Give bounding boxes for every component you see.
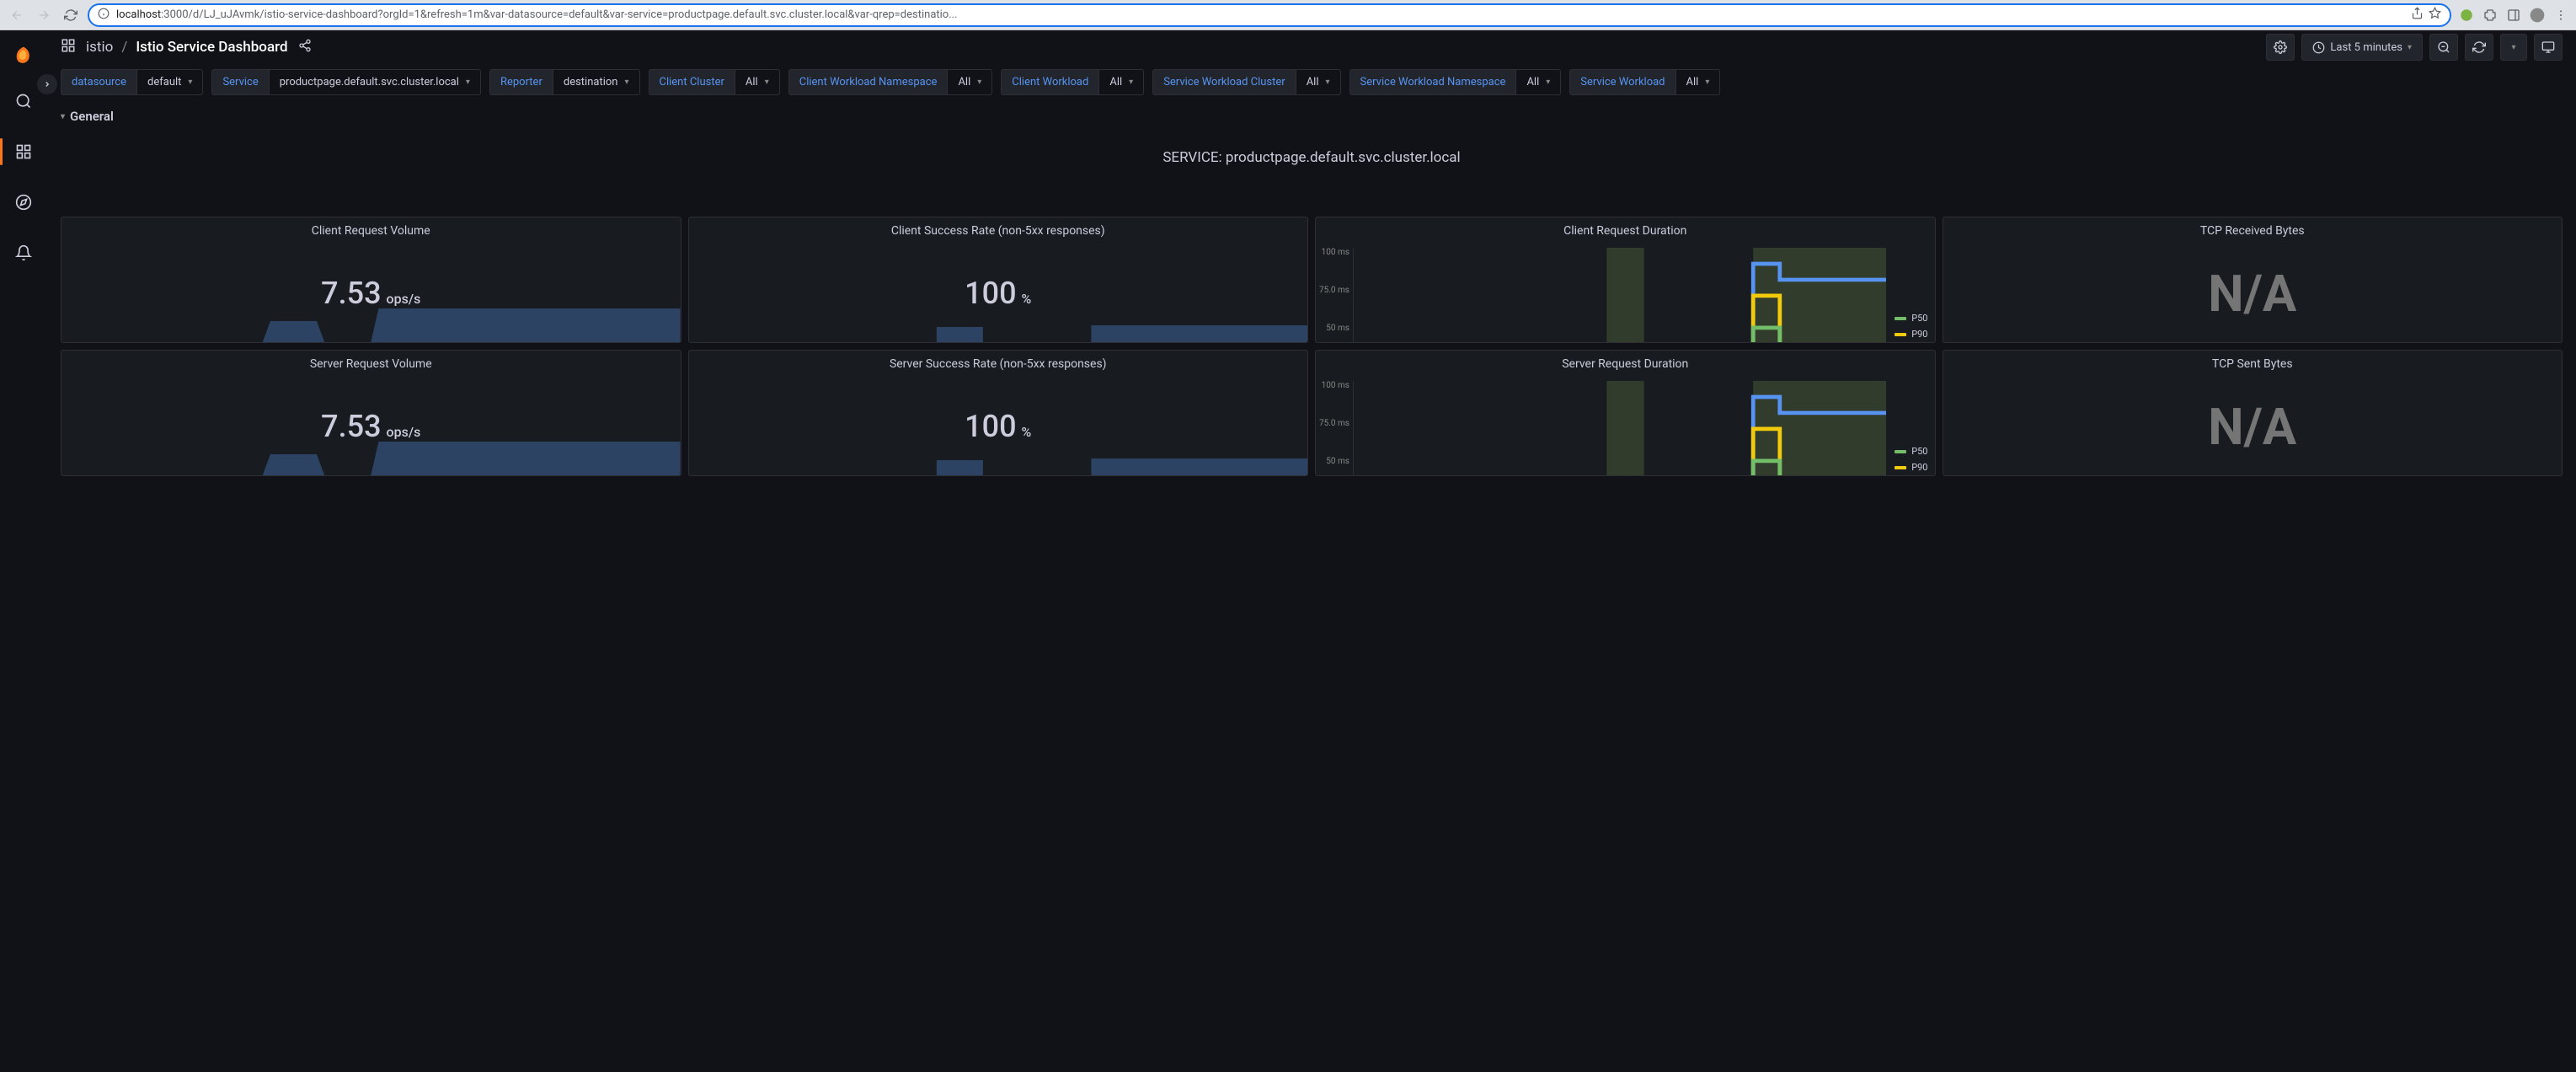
panel-server-success-rate[interactable]: Server Success Rate (non-5xx responses) … — [688, 350, 1309, 476]
time-range-label: Last 5 minutes — [2330, 41, 2402, 54]
section-name: General — [70, 109, 114, 124]
stat-value: 100 % — [965, 409, 1031, 444]
grafana-logo[interactable] — [12, 44, 35, 67]
panel-tcp-received-bytes[interactable]: TCP Received Bytes N/A — [1943, 217, 2563, 343]
extensions-icon[interactable] — [2482, 7, 2499, 24]
variable-service-workload[interactable]: Service WorkloadAll ▾ — [1569, 69, 1720, 95]
panel-title: Client Request Duration — [1316, 217, 1935, 244]
panel-client-request-volume[interactable]: Client Request Volume 7.53 ops/s — [61, 217, 681, 343]
panel-client-success-rate[interactable]: Client Success Rate (non-5xx responses) … — [688, 217, 1309, 343]
var-label: Service — [211, 69, 268, 95]
var-value[interactable]: All ▾ — [1515, 69, 1561, 95]
stat-value: 100 % — [965, 276, 1031, 311]
browser-reload-button[interactable] — [61, 5, 81, 25]
nav-dashboards[interactable] — [7, 135, 40, 169]
breadcrumb: istio / Istio Service Dashboard — [86, 39, 288, 56]
var-label: Service Workload — [1569, 69, 1675, 95]
breadcrumb-title[interactable]: Istio Service Dashboard — [136, 39, 287, 56]
legend: P50P90P99 — [1889, 248, 1927, 343]
stat-value: N/A — [2208, 397, 2296, 457]
panel-title: TCP Sent Bytes — [1943, 351, 2563, 378]
variable-client-cluster[interactable]: Client ClusterAll ▾ — [649, 69, 780, 95]
panel-client-request-duration[interactable]: Client Request Duration 100 ms75.0 ms50 … — [1315, 217, 1936, 343]
legend: P50P90P99 — [1889, 381, 1927, 476]
share-dashboard-icon[interactable] — [298, 39, 312, 56]
plot-area — [1353, 381, 1886, 476]
var-label: Service Workload Cluster — [1152, 69, 1296, 95]
var-label: Reporter — [489, 69, 553, 95]
zoom-out-button[interactable] — [2429, 34, 2458, 61]
section-header-general[interactable]: ▾ General — [47, 100, 2576, 132]
sidebar-expand-button[interactable] — [37, 74, 57, 94]
timeseries-chart: 100 ms75.0 ms50 ms25 ms0 s 16:5016:52 P5… — [1316, 378, 1935, 476]
var-value[interactable]: default ▾ — [136, 69, 203, 95]
stat-value: 7.53 ops/s — [321, 409, 420, 444]
browser-chrome: localhost:3000/d/LJ_uJAvmk/istio-service… — [0, 0, 2576, 30]
timeseries-chart: 100 ms75.0 ms50 ms25 ms0 s 16:5016:52 P5… — [1316, 244, 1935, 343]
variable-client-workload-namespace[interactable]: Client Workload NamespaceAll ▾ — [788, 69, 993, 95]
var-label: Client Cluster — [649, 69, 735, 95]
breadcrumb-folder[interactable]: istio — [86, 39, 113, 56]
variable-reporter[interactable]: Reporterdestination ▾ — [489, 69, 640, 95]
nav-explore[interactable] — [7, 185, 40, 219]
panel-title: Client Request Volume — [61, 217, 681, 244]
topbar: istio / Istio Service Dashboard Last 5 m… — [47, 30, 2576, 64]
variable-datasource[interactable]: datasourcedefault ▾ — [61, 69, 203, 95]
refresh-button[interactable] — [2465, 34, 2493, 61]
panel-server-request-duration[interactable]: Server Request Duration 100 ms75.0 ms50 … — [1315, 350, 1936, 476]
stat-value: N/A — [2208, 264, 2296, 324]
chevron-down-icon: ▾ — [61, 112, 65, 121]
refresh-interval-button[interactable]: ▾ — [2500, 34, 2527, 61]
var-value[interactable]: All ▾ — [1296, 69, 1341, 95]
browser-menu-icon[interactable] — [2552, 7, 2569, 24]
breadcrumb-sep: / — [121, 39, 127, 56]
plot-area — [1353, 248, 1886, 343]
panel-title: Server Success Rate (non-5xx responses) — [689, 351, 1308, 378]
url-text: localhost:3000/d/LJ_uJAvmk/istio-service… — [116, 8, 2404, 21]
variable-service-workload-namespace[interactable]: Service Workload NamespaceAll ▾ — [1349, 69, 1562, 95]
settings-button[interactable] — [2266, 34, 2295, 61]
var-label: Client Workload Namespace — [788, 69, 948, 95]
bookmark-icon[interactable] — [2429, 7, 2441, 23]
profile-avatar[interactable] — [2529, 7, 2546, 24]
var-label: Client Workload — [1001, 69, 1098, 95]
browser-back-button[interactable] — [7, 5, 27, 25]
var-label: datasource — [61, 69, 136, 95]
panel-title: Server Request Duration — [1316, 351, 1935, 378]
url-bar[interactable]: localhost:3000/d/LJ_uJAvmk/istio-service… — [88, 3, 2451, 27]
var-value[interactable]: destination ▾ — [553, 69, 640, 95]
panel-grid: Client Request Volume 7.53 ops/s Client … — [47, 217, 2576, 490]
sidepanel-icon[interactable] — [2505, 7, 2522, 24]
variable-service-workload-cluster[interactable]: Service Workload ClusterAll ▾ — [1152, 69, 1340, 95]
share-icon[interactable] — [2411, 7, 2424, 23]
var-value[interactable]: All ▾ — [947, 69, 992, 95]
tv-mode-button[interactable] — [2534, 34, 2563, 61]
panel-server-request-volume[interactable]: Server Request Volume 7.53 ops/s — [61, 350, 681, 476]
y-axis: 100 ms75.0 ms50 ms25 ms0 s — [1319, 248, 1353, 343]
panel-tcp-sent-bytes[interactable]: TCP Sent Bytes N/A — [1943, 350, 2563, 476]
time-range-picker[interactable]: Last 5 minutes ▾ — [2301, 34, 2423, 61]
y-axis: 100 ms75.0 ms50 ms25 ms0 s — [1319, 381, 1353, 476]
site-info-icon[interactable] — [98, 8, 110, 23]
service-title: SERVICE: productpage.default.svc.cluster… — [47, 132, 2576, 217]
var-value[interactable]: productpage.default.svc.cluster.local ▾ — [269, 69, 481, 95]
nav-alerting[interactable] — [7, 236, 40, 270]
variable-service[interactable]: Serviceproductpage.default.svc.cluster.l… — [211, 69, 481, 95]
panel-title: TCP Received Bytes — [1943, 217, 2563, 244]
var-value[interactable]: All ▾ — [1675, 69, 1721, 95]
panel-title: Client Success Rate (non-5xx responses) — [689, 217, 1308, 244]
panel-title: Server Request Volume — [61, 351, 681, 378]
var-label: Service Workload Namespace — [1349, 69, 1516, 95]
browser-forward-button[interactable] — [34, 5, 54, 25]
variables-row: datasourcedefault ▾ Serviceproductpage.de… — [47, 64, 2576, 100]
var-value[interactable]: All ▾ — [1098, 69, 1144, 95]
extension-icon[interactable] — [2458, 7, 2475, 24]
panel-toggle-icon[interactable] — [61, 38, 76, 56]
var-value[interactable]: All ▾ — [735, 69, 780, 95]
sidebar — [0, 30, 47, 1072]
nav-search[interactable] — [7, 84, 40, 118]
stat-value: 7.53 ops/s — [321, 276, 420, 311]
variable-client-workload[interactable]: Client WorkloadAll ▾ — [1001, 69, 1144, 95]
